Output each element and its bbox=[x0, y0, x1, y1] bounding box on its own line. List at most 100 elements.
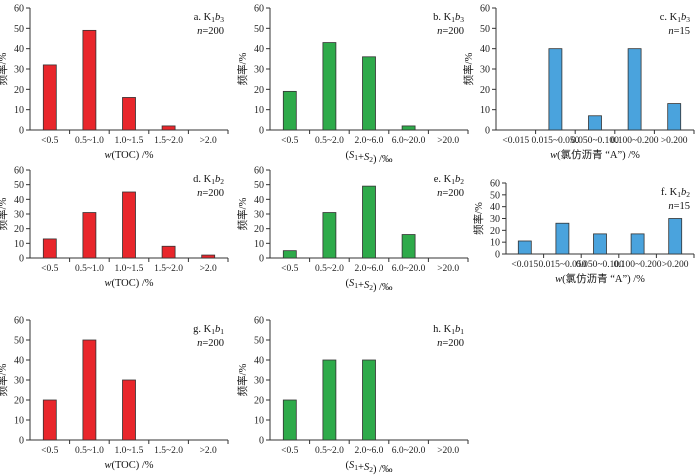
x-tick-label: 0.015~0.050 bbox=[538, 260, 586, 270]
y-tick-label: 60 bbox=[14, 4, 24, 15]
y-tick-label: 0 bbox=[495, 250, 500, 261]
y-tick-label: 20 bbox=[14, 224, 24, 235]
x-tick-label: <0.5 bbox=[41, 446, 58, 456]
x-tick-label: <0.015 bbox=[511, 260, 538, 270]
bar-d-3 bbox=[161, 245, 176, 259]
x-axis-title: (S1+S2) /‰ bbox=[346, 278, 393, 293]
x-tick-label: 0.5~2.0 bbox=[315, 264, 344, 274]
y-tick-label: 50 bbox=[254, 336, 264, 347]
y-tick-label: 10 bbox=[14, 239, 24, 250]
bar-e-3 bbox=[401, 234, 416, 259]
y-tick-label: 30 bbox=[254, 210, 264, 221]
bar-c-2 bbox=[588, 115, 602, 131]
sample-count: n=200 bbox=[437, 26, 464, 37]
x-axis-title: w(TOC) /% bbox=[104, 460, 153, 471]
x-tick-label: <0.5 bbox=[41, 136, 58, 146]
y-tick-label: 30 bbox=[14, 210, 24, 221]
bar-g-2 bbox=[122, 379, 136, 441]
x-tick-label: >0.200 bbox=[662, 260, 689, 270]
x-tick-label: 0.100~0.200 bbox=[611, 136, 659, 146]
histogram-panel-e: 0 10 20 30 40 50 60 频率/% <0.5 0.5~2.0 2.0~6.0 6.0~2… bbox=[236, 166, 476, 294]
y-tick-label: 0 bbox=[19, 126, 24, 137]
y-tick-label: 40 bbox=[254, 44, 264, 55]
x-tick-label: >2.0 bbox=[200, 264, 217, 274]
y-tick-label: 60 bbox=[14, 316, 24, 327]
y-tick-label: 60 bbox=[254, 4, 264, 15]
y-tick-label: 20 bbox=[254, 224, 264, 235]
x-tick-label: 0.5~2.0 bbox=[315, 136, 344, 146]
y-tick-label: 40 bbox=[254, 356, 264, 367]
y-axis-title: 频率/% bbox=[0, 197, 9, 230]
histogram-panel-f: 0 10 20 30 40 50 60 频率/% <0.015 0.015~0.050 0.050~… bbox=[472, 179, 700, 290]
y-tick-label: 60 bbox=[254, 316, 264, 327]
bar-g-0 bbox=[42, 399, 57, 441]
y-tick-label: 0 bbox=[19, 254, 24, 265]
bar-d-0 bbox=[42, 238, 57, 259]
x-tick-label: 0.5~2.0 bbox=[315, 446, 344, 456]
bar-a-2 bbox=[122, 97, 136, 131]
y-tick-label: 20 bbox=[14, 396, 24, 407]
y-tick-label: 30 bbox=[254, 65, 264, 76]
sample-count: n=15 bbox=[668, 201, 690, 212]
x-tick-label: 1.5~2.0 bbox=[154, 446, 183, 456]
y-tick-label: 60 bbox=[14, 166, 24, 177]
y-tick-label: 50 bbox=[254, 24, 264, 35]
x-tick-label: 0.5~1.0 bbox=[75, 136, 104, 146]
y-tick-label: 20 bbox=[254, 396, 264, 407]
x-tick-label: 1.5~2.0 bbox=[154, 264, 183, 274]
bar-f-1 bbox=[555, 222, 570, 255]
y-tick-label: 0 bbox=[259, 254, 264, 265]
y-tick-label: 40 bbox=[14, 356, 24, 367]
y-tick-label: 50 bbox=[14, 180, 24, 191]
x-tick-label: 2.0~6.0 bbox=[355, 264, 384, 274]
histogram-panel-a: 0 10 20 30 40 50 60 频率/% <0.5 0.5~1.0 1.0~1.5 1.5~2… bbox=[0, 4, 236, 166]
bar-c-4 bbox=[667, 103, 682, 131]
y-tick-label: 40 bbox=[480, 44, 490, 55]
x-tick-label: 6.0~20.0 bbox=[392, 264, 426, 274]
bar-a-0 bbox=[42, 64, 57, 131]
y-axis-title: 频率/% bbox=[236, 52, 249, 85]
x-tick-label: 0.050~0.100 bbox=[576, 260, 624, 270]
y-tick-label: 40 bbox=[14, 195, 24, 206]
sample-count: n=200 bbox=[197, 338, 224, 349]
bar-f-3 bbox=[630, 233, 645, 255]
y-tick-label: 50 bbox=[254, 180, 264, 191]
y-tick-label: 0 bbox=[485, 126, 490, 137]
chart-svg-g: 0 10 20 30 40 50 60 频率/% <0.5 0.5~1.0 1.0~1.5 1.5~2… bbox=[0, 316, 229, 471]
x-tick-label: <0.5 bbox=[41, 264, 58, 274]
y-tick-label: 10 bbox=[480, 105, 490, 116]
histogram-panel-h: 0 10 20 30 40 50 60 频率/% <0.5 0.5~2.0 2.0~6.0 6.0~2… bbox=[236, 316, 476, 476]
bar-c-1 bbox=[548, 48, 563, 131]
y-tick-label: 0 bbox=[19, 436, 24, 447]
panel-label: d. K1b2 bbox=[193, 174, 224, 186]
bar-h-2 bbox=[362, 359, 376, 441]
y-tick-label: 50 bbox=[14, 336, 24, 347]
y-axis-title: 频率/% bbox=[0, 363, 9, 396]
x-tick-label: 2.0~6.0 bbox=[355, 136, 384, 146]
x-axis-title: w(氯仿沥青 “A”) /% bbox=[550, 148, 640, 161]
y-tick-label: 0 bbox=[259, 436, 264, 447]
bar-h-0 bbox=[282, 399, 297, 441]
bar-d-1 bbox=[82, 212, 97, 259]
y-tick-label: 20 bbox=[14, 85, 24, 96]
x-tick-label: >2.0 bbox=[200, 446, 217, 456]
bar-a-1 bbox=[82, 29, 97, 131]
x-tick-label: 1.0~1.5 bbox=[115, 136, 144, 146]
panel-label: b. K1b3 bbox=[433, 12, 464, 24]
y-tick-label: 20 bbox=[490, 226, 500, 237]
x-axis-title: w(TOC) /% bbox=[104, 278, 153, 289]
sample-count: n=200 bbox=[197, 26, 224, 37]
x-tick-label: 0.050~0.100 bbox=[571, 136, 619, 146]
bar-g-1 bbox=[82, 339, 97, 441]
x-tick-label: 1.0~1.5 bbox=[115, 264, 144, 274]
sample-count: n=200 bbox=[437, 188, 464, 199]
x-tick-label: >2.0 bbox=[200, 136, 217, 146]
x-axis-title: (S1+S2) /‰ bbox=[346, 460, 393, 475]
sample-count: n=200 bbox=[437, 338, 464, 349]
x-tick-label: <0.015 bbox=[502, 136, 529, 146]
y-tick-label: 20 bbox=[480, 85, 490, 96]
y-tick-label: 10 bbox=[14, 416, 24, 427]
x-tick-label: 2.0~6.0 bbox=[355, 446, 384, 456]
chart-svg-e: 0 10 20 30 40 50 60 频率/% <0.5 0.5~2.0 2.0~6.0 6.0~2… bbox=[236, 166, 469, 293]
x-tick-label: <0.5 bbox=[281, 136, 298, 146]
